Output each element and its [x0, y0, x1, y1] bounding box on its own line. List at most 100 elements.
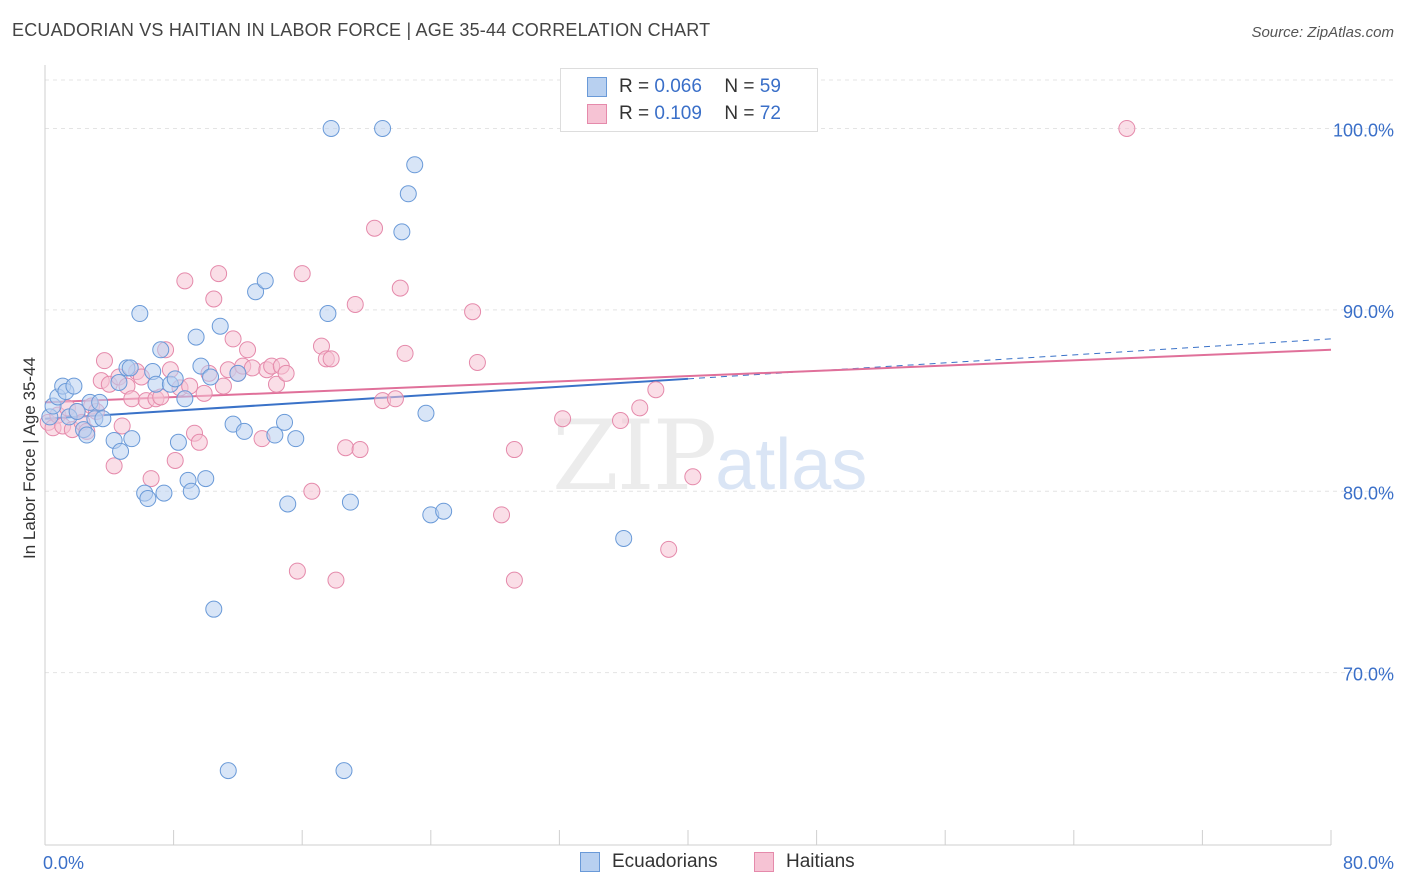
tick-labels: 70.0% 80.0% 90.0% 100.0% 0.0% 80.0% [43, 120, 1394, 873]
ecuadorian-point [169, 433, 187, 451]
legend-swatch-blue [580, 852, 600, 872]
x-tick-label: 0.0% [43, 853, 84, 873]
ecuadorian-point [435, 502, 453, 520]
ecuadorian-point [256, 272, 274, 290]
haitian-point [351, 441, 369, 459]
ecuadorian-point [121, 359, 139, 377]
haitian-point [210, 265, 228, 283]
stats-legend: R = 0.066 N = 59 R = 0.109 N = 72 [560, 68, 818, 132]
ecuadorian-point [197, 470, 215, 488]
legend-row-haitians: R = 0.109 N = 72 [587, 102, 781, 126]
legend-swatch-pink [754, 852, 774, 872]
haitian-point [176, 272, 194, 290]
haitian-point [277, 364, 295, 382]
legend-swatch-pink [587, 104, 607, 124]
haitian-point [322, 350, 340, 368]
legend-r-label: R = [619, 76, 650, 97]
ecuadorian-trend-extension [687, 338, 1332, 380]
haitian-point [267, 375, 285, 393]
haitian-point [142, 470, 160, 488]
haitian-point [660, 540, 678, 558]
ecuadorian-point [166, 370, 184, 388]
ecuadorian-point [192, 357, 210, 375]
haitian-point [505, 571, 523, 589]
ecuadorian-point [202, 368, 220, 386]
ecuadorian-point [211, 317, 229, 335]
ecuadorian-point [235, 422, 253, 440]
haitian-point [214, 377, 232, 395]
ecuadorian-point [123, 430, 141, 448]
ecuadorian-point [229, 364, 247, 382]
ecuadorian-point [406, 156, 424, 174]
haitian-point [190, 433, 208, 451]
ecuadorian-point [287, 430, 305, 448]
legend-r-value: 0.066 [654, 76, 702, 97]
haitian-point [396, 344, 414, 362]
legend-n-value: 59 [759, 76, 781, 97]
chart-title: ECUADORIAN VS HAITIAN IN LABOR FORCE | A… [12, 20, 711, 40]
haitian-point [293, 265, 311, 283]
haitian-point [123, 390, 141, 408]
ecuadorian-point [205, 600, 223, 618]
legend-item-haitians: Haitians [754, 851, 855, 873]
haitian-point [224, 330, 242, 348]
haitian-point [647, 381, 665, 399]
y-tick-label: 70.0% [1343, 665, 1394, 685]
x-tick-label: 80.0% [1343, 853, 1394, 873]
haitian-point [386, 390, 404, 408]
ecuadorian-point [219, 762, 237, 780]
ecuadorian-point [279, 495, 297, 513]
ecuadorian-point [322, 119, 340, 137]
haitian-point [337, 439, 355, 457]
y-tick-label: 80.0% [1343, 483, 1394, 503]
trend-lines [44, 338, 1332, 420]
ecuadorian-point [399, 185, 417, 203]
ecuadorian-point [112, 442, 130, 460]
haitian-point [166, 451, 184, 469]
watermark: ZIPatlas [552, 400, 867, 512]
haitian-point [493, 506, 511, 524]
ecuadorian-point [131, 305, 149, 323]
haitian-trend-line [44, 348, 1332, 404]
ecuadorian-point [68, 402, 86, 420]
legend-r-label: R = [619, 103, 650, 124]
ecuadorian-point [65, 377, 83, 395]
ecuadorian-point [266, 426, 284, 444]
haitian-point [554, 410, 572, 428]
haitian-point [239, 341, 257, 359]
legend-n-value: 72 [759, 103, 781, 124]
haitian-point [327, 571, 345, 589]
source-credit: Source: ZipAtlas.com [1251, 24, 1394, 41]
haitian-point [95, 352, 113, 370]
haitian-point [366, 219, 384, 237]
haitian-point [205, 290, 223, 308]
axes [44, 65, 1332, 846]
watermark-zip: ZIP [552, 400, 717, 512]
legend-n-label: N = [724, 76, 755, 97]
ecuadorian-point [393, 223, 411, 241]
ecuadorian-point [182, 482, 200, 500]
legend-label-ecuadorians: Ecuadorians [612, 851, 718, 872]
ecuadorian-point [374, 119, 392, 137]
data-points [39, 119, 1136, 780]
y-tick-label: 100.0% [1333, 120, 1394, 140]
ecuadorian-point [187, 328, 205, 346]
haitian-point [288, 562, 306, 580]
ecuadorian-point [176, 390, 194, 408]
haitian-point [113, 417, 131, 435]
ecuadorian-point [94, 410, 112, 428]
ecuadorian-point [139, 490, 157, 508]
ecuadorian-point [91, 393, 109, 411]
ecuadorian-point [417, 404, 435, 422]
haitian-point [684, 468, 702, 486]
legend-r-value: 0.109 [654, 103, 702, 124]
legend-label-haitians: Haitians [786, 851, 855, 872]
haitian-point [303, 482, 321, 500]
ecuadorian-point [78, 426, 96, 444]
ecuadorian-point [155, 484, 173, 502]
ecuadorian-point [335, 762, 353, 780]
ecuadorian-point [152, 341, 170, 359]
ecuadorian-point [247, 283, 265, 301]
haitian-point [464, 303, 482, 321]
